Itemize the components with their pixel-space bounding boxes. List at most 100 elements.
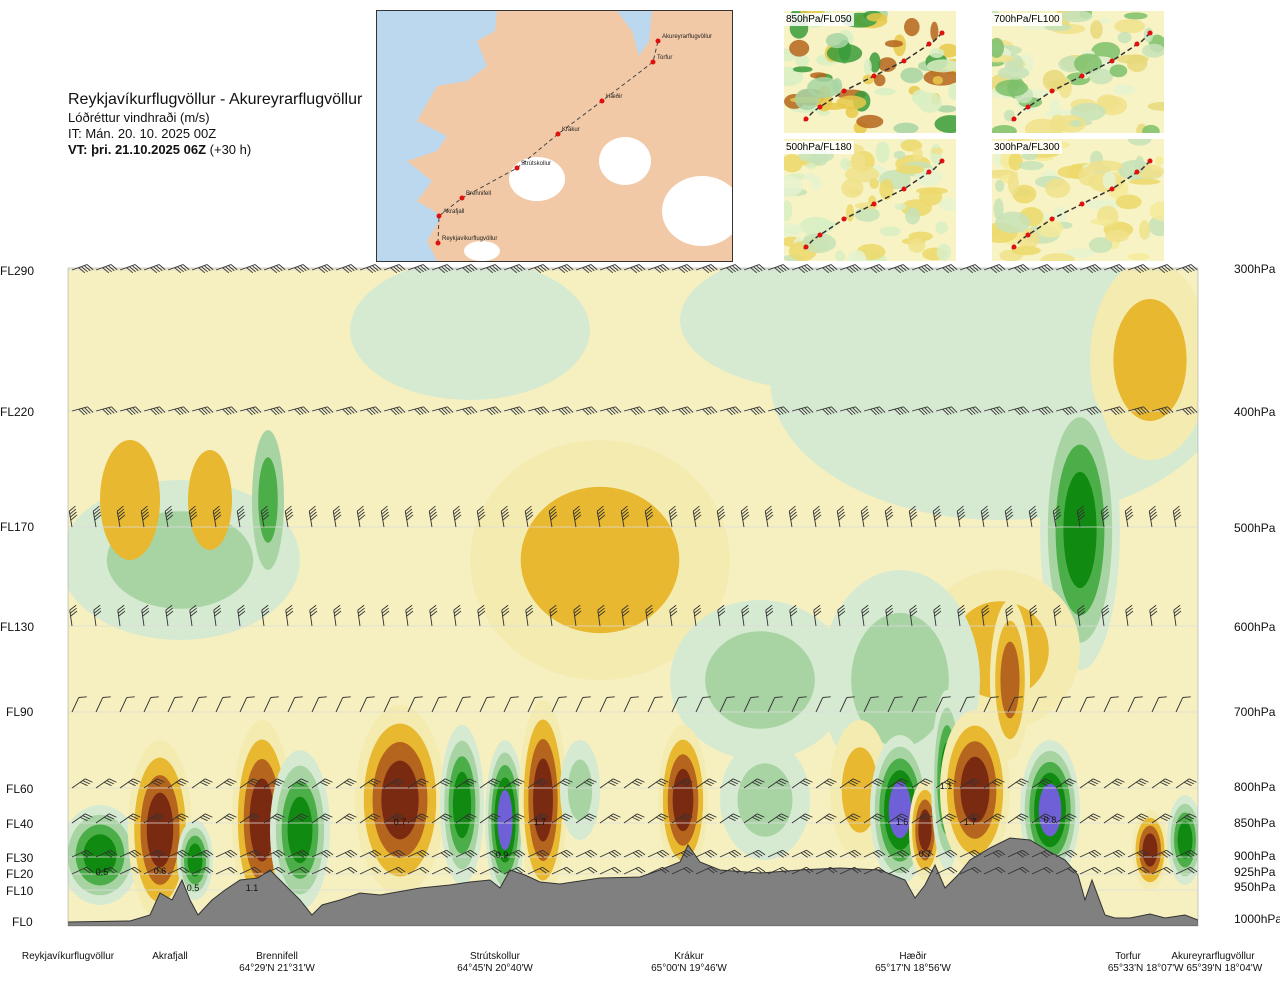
wind-barb (863, 696, 879, 713)
wind-barb (191, 866, 214, 875)
wind-barb (1100, 505, 1110, 528)
wind-barb (719, 264, 742, 274)
wind-barb (1031, 406, 1054, 416)
wind-barb (884, 505, 894, 528)
wind-barb (815, 406, 838, 416)
wind-barb (839, 813, 861, 824)
hpa-tick-label: 950hPa (1234, 880, 1276, 894)
wind-barb (647, 696, 663, 713)
wind-barb (887, 813, 909, 824)
waypoint-coord: 64°45'N 20°40'W (457, 963, 533, 974)
wind-barb (95, 849, 118, 858)
thumbnail-500hpa: 500hPa/FL180 (784, 139, 956, 261)
wind-barb (1103, 696, 1119, 713)
wind-barb (791, 696, 807, 713)
wind-barb (191, 696, 207, 713)
wind-barb (1004, 505, 1014, 528)
wind-barb (431, 866, 454, 875)
route-point (599, 98, 605, 104)
wind-barbs (68, 264, 1198, 875)
thumbnail-850hpa: 850hPa/FL050 (784, 11, 956, 133)
wind-barb (623, 696, 639, 713)
wind-barb (455, 406, 478, 416)
wind-barb (1007, 406, 1030, 416)
wind-barb (1151, 866, 1174, 875)
wind-barb (887, 264, 910, 274)
wind-barb (647, 849, 670, 858)
field-contour (680, 268, 960, 390)
route-point (459, 195, 465, 201)
wind-barb (767, 866, 790, 875)
hpa-tick-label: 925hPa (1234, 865, 1276, 879)
wind-barb (191, 849, 214, 858)
wind-barb (1151, 849, 1174, 858)
field-contour (381, 760, 419, 840)
field-contour (249, 778, 275, 862)
wind-barb (1103, 813, 1125, 824)
field-contour (188, 450, 232, 550)
wind-barb (693, 604, 702, 627)
waypoint-name: Hæðir (899, 951, 927, 962)
route-point (436, 213, 442, 219)
wind-barb (575, 264, 598, 274)
cell-value-label: 1.6 (896, 817, 909, 827)
cell-value-label: 1.1 (940, 781, 953, 791)
hpa-tick-label: 850hPa (1234, 816, 1276, 830)
wind-barb (599, 406, 622, 416)
wind-barb (1175, 849, 1198, 858)
wind-barb (791, 849, 814, 858)
wind-barb (335, 406, 358, 416)
wind-barb (764, 505, 774, 528)
wind-barb (647, 866, 670, 875)
wind-barb (143, 849, 166, 858)
wind-barb (911, 696, 927, 713)
wind-barb (935, 264, 958, 274)
wind-barb (1007, 866, 1030, 875)
wind-barb (719, 813, 741, 824)
field-contour (705, 631, 815, 729)
wind-barb (1031, 264, 1054, 274)
wind-barb (1127, 264, 1150, 274)
wind-barb (359, 813, 381, 824)
route-point-label: Krákur (562, 127, 580, 133)
wind-barb (1053, 604, 1062, 627)
wind-barb (551, 264, 574, 274)
wind-barb (1151, 778, 1173, 789)
wind-barb (671, 264, 694, 274)
field-contour (146, 792, 174, 868)
wind-barb (407, 696, 423, 713)
wind-barb (1127, 696, 1143, 713)
field-contour (737, 763, 793, 837)
wind-barb (92, 505, 102, 528)
cell-value-label: 0.6 (154, 866, 167, 876)
wind-barb (839, 849, 862, 858)
wind-barb (743, 778, 765, 789)
wind-barb (551, 406, 574, 416)
wind-barb (455, 778, 477, 789)
wind-barb (743, 696, 759, 713)
wind-barb (524, 505, 534, 528)
wind-barb (549, 604, 558, 627)
wind-barb (455, 866, 478, 875)
wind-barb (1031, 696, 1047, 713)
wind-barb (503, 866, 526, 875)
wind-barb (359, 849, 382, 858)
wind-barb (551, 849, 574, 858)
waypoint-label: Akureyrarflugvöllur (1150, 951, 1276, 963)
wind-barb (911, 813, 933, 824)
wind-barb (695, 866, 718, 875)
field-contour (1177, 821, 1193, 859)
wind-barb (500, 505, 510, 528)
wind-barb (215, 778, 237, 789)
wind-barb (983, 778, 1005, 789)
wind-barb (71, 406, 94, 416)
wind-barb (119, 813, 141, 824)
wind-barb (383, 866, 406, 875)
wind-barb (140, 505, 150, 528)
field-contour (672, 768, 694, 832)
route-points: Akureyrarflugvöllur Torfur Hæðir Krákur Strú… (435, 34, 712, 246)
wind-barb (1175, 866, 1198, 875)
wind-barb (839, 778, 861, 789)
wind-barb (983, 264, 1006, 274)
wind-barb (743, 264, 766, 274)
